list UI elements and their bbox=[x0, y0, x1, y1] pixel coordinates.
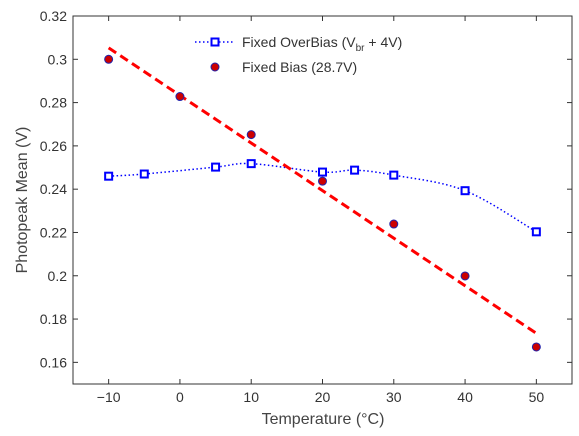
y-tick-label: 0.26 bbox=[40, 138, 67, 154]
legend-overbias-prefix: Fixed OverBias (V bbox=[242, 34, 356, 50]
overbias-point bbox=[350, 165, 360, 175]
x-tick-label: 10 bbox=[243, 389, 259, 405]
overbias-point bbox=[389, 170, 399, 180]
x-tick-label: 0 bbox=[176, 389, 184, 405]
overbias-point bbox=[460, 186, 470, 196]
y-tick-label: 0.28 bbox=[40, 95, 67, 111]
overbias-point bbox=[531, 227, 541, 237]
legend-overbias-subscript: br bbox=[356, 43, 366, 54]
x-tick-label: 30 bbox=[386, 389, 402, 405]
fixed-bias-point bbox=[318, 176, 327, 186]
y-tick-label: 0.32 bbox=[40, 8, 67, 24]
overbias-point bbox=[139, 169, 149, 179]
legend-overbias-suffix: + 4V) bbox=[365, 34, 403, 50]
y-tick-label: 0.18 bbox=[40, 311, 67, 327]
x-axis-label: Temperature (°C) bbox=[262, 411, 385, 428]
x-tick-label: −10 bbox=[97, 389, 121, 405]
y-tick-label: 0.16 bbox=[40, 354, 67, 370]
y-axis-label: Photopeak Mean (V) bbox=[14, 127, 31, 274]
legend: Fixed OverBias (Vbr + 4V) Fixed Bias (28.… bbox=[195, 34, 402, 75]
x-tick-label: 40 bbox=[457, 389, 473, 405]
legend-fixed-bias-marker bbox=[210, 62, 220, 72]
fixed-bias-point bbox=[389, 219, 399, 229]
y-tick-label: 0.24 bbox=[40, 181, 67, 197]
y-tick-label: 0.3 bbox=[48, 51, 68, 67]
overbias-point bbox=[104, 171, 114, 181]
y-tick-label: 0.2 bbox=[48, 268, 68, 284]
legend-overbias-label: Fixed OverBias (Vbr + 4V) bbox=[242, 34, 402, 54]
overbias-point bbox=[318, 167, 327, 177]
fixed-bias-point bbox=[175, 92, 185, 102]
fixed-bias-point bbox=[531, 342, 541, 352]
x-tick-label: 50 bbox=[529, 389, 545, 405]
legend-overbias-marker bbox=[210, 37, 220, 47]
y-tick-label: 0.22 bbox=[40, 224, 67, 240]
fixed-bias-point bbox=[246, 130, 256, 140]
fixed-bias-point bbox=[104, 54, 114, 64]
fixed-bias-fit-line bbox=[107, 46, 538, 335]
overbias-point bbox=[246, 159, 256, 169]
fixed-bias-point bbox=[460, 271, 470, 281]
ticks: −10 0 10 20 30 40 50 0.16 0.18 0.2 0.22 0.24 0.26 0.2… bbox=[40, 8, 572, 405]
x-tick-label: 20 bbox=[315, 389, 331, 405]
curves bbox=[107, 46, 538, 335]
overbias-point bbox=[211, 162, 221, 172]
markers bbox=[104, 54, 541, 352]
legend-fixed-bias-label: Fixed Bias (28.7V) bbox=[242, 59, 357, 75]
